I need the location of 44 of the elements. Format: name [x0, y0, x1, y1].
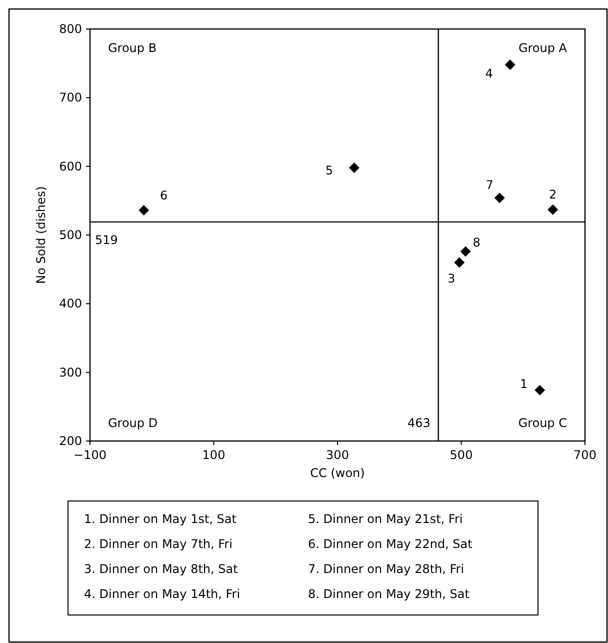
text: 6. Dinner on May 22nd, Sat: [308, 537, 473, 551]
text: 8. Dinner on May 29th, Sat: [308, 587, 470, 601]
x-tick-label: −100: [74, 448, 106, 462]
point: [494, 192, 505, 204]
annotation: 6: [160, 188, 168, 202]
text: 1. Dinner on May 1st, Sat: [84, 512, 237, 526]
y-tick-label: 500: [59, 228, 82, 242]
point: [454, 257, 465, 268]
annotation: Group A: [518, 41, 568, 55]
y-tick-label: 700: [59, 90, 82, 105]
text: 3. Dinner on May 8th, Sat: [84, 562, 238, 576]
text: 7. Dinner on May 28th, Fri: [308, 562, 464, 576]
point: [138, 205, 150, 216]
point: [534, 384, 546, 396]
y-tick-label: 300: [59, 365, 82, 380]
annotation: 1: [520, 377, 528, 392]
text: 2. Dinner on May 7th, Fri: [84, 537, 232, 551]
x-tick-label: 300: [326, 448, 349, 462]
annotation: Group D: [108, 416, 158, 430]
annotation: 5: [325, 164, 334, 178]
annotation: Group B: [108, 41, 157, 55]
annotation: 4: [485, 66, 493, 81]
text: 5. Dinner on May 21st, Fri: [308, 512, 463, 526]
annotation: 8: [472, 235, 480, 250]
y-axis-title: No Sold (dishes): [34, 186, 48, 284]
text: 4. Dinner on May 14th, Fri: [84, 587, 240, 601]
x-tick-label: 700: [574, 448, 596, 462]
point: [460, 246, 471, 257]
y-tick-label: 400: [59, 296, 82, 311]
point: [348, 162, 360, 173]
x-tick-label: 100: [202, 448, 226, 462]
x-tick-label: 500: [450, 448, 473, 462]
point: [504, 59, 516, 70]
y-tick-label: 600: [59, 159, 82, 174]
y-tick-label: 800: [59, 22, 82, 36]
annotation: 7: [486, 178, 494, 192]
y-tick-label: 200: [59, 434, 82, 448]
annotation: 3: [448, 271, 456, 286]
x-axis-title: CC (won): [310, 466, 365, 480]
ref-line-label: 519: [95, 232, 118, 247]
annotation: Group C: [518, 416, 567, 430]
ref-line-label: 463: [407, 416, 430, 430]
point: [548, 204, 558, 215]
annotation: 2: [549, 188, 557, 202]
